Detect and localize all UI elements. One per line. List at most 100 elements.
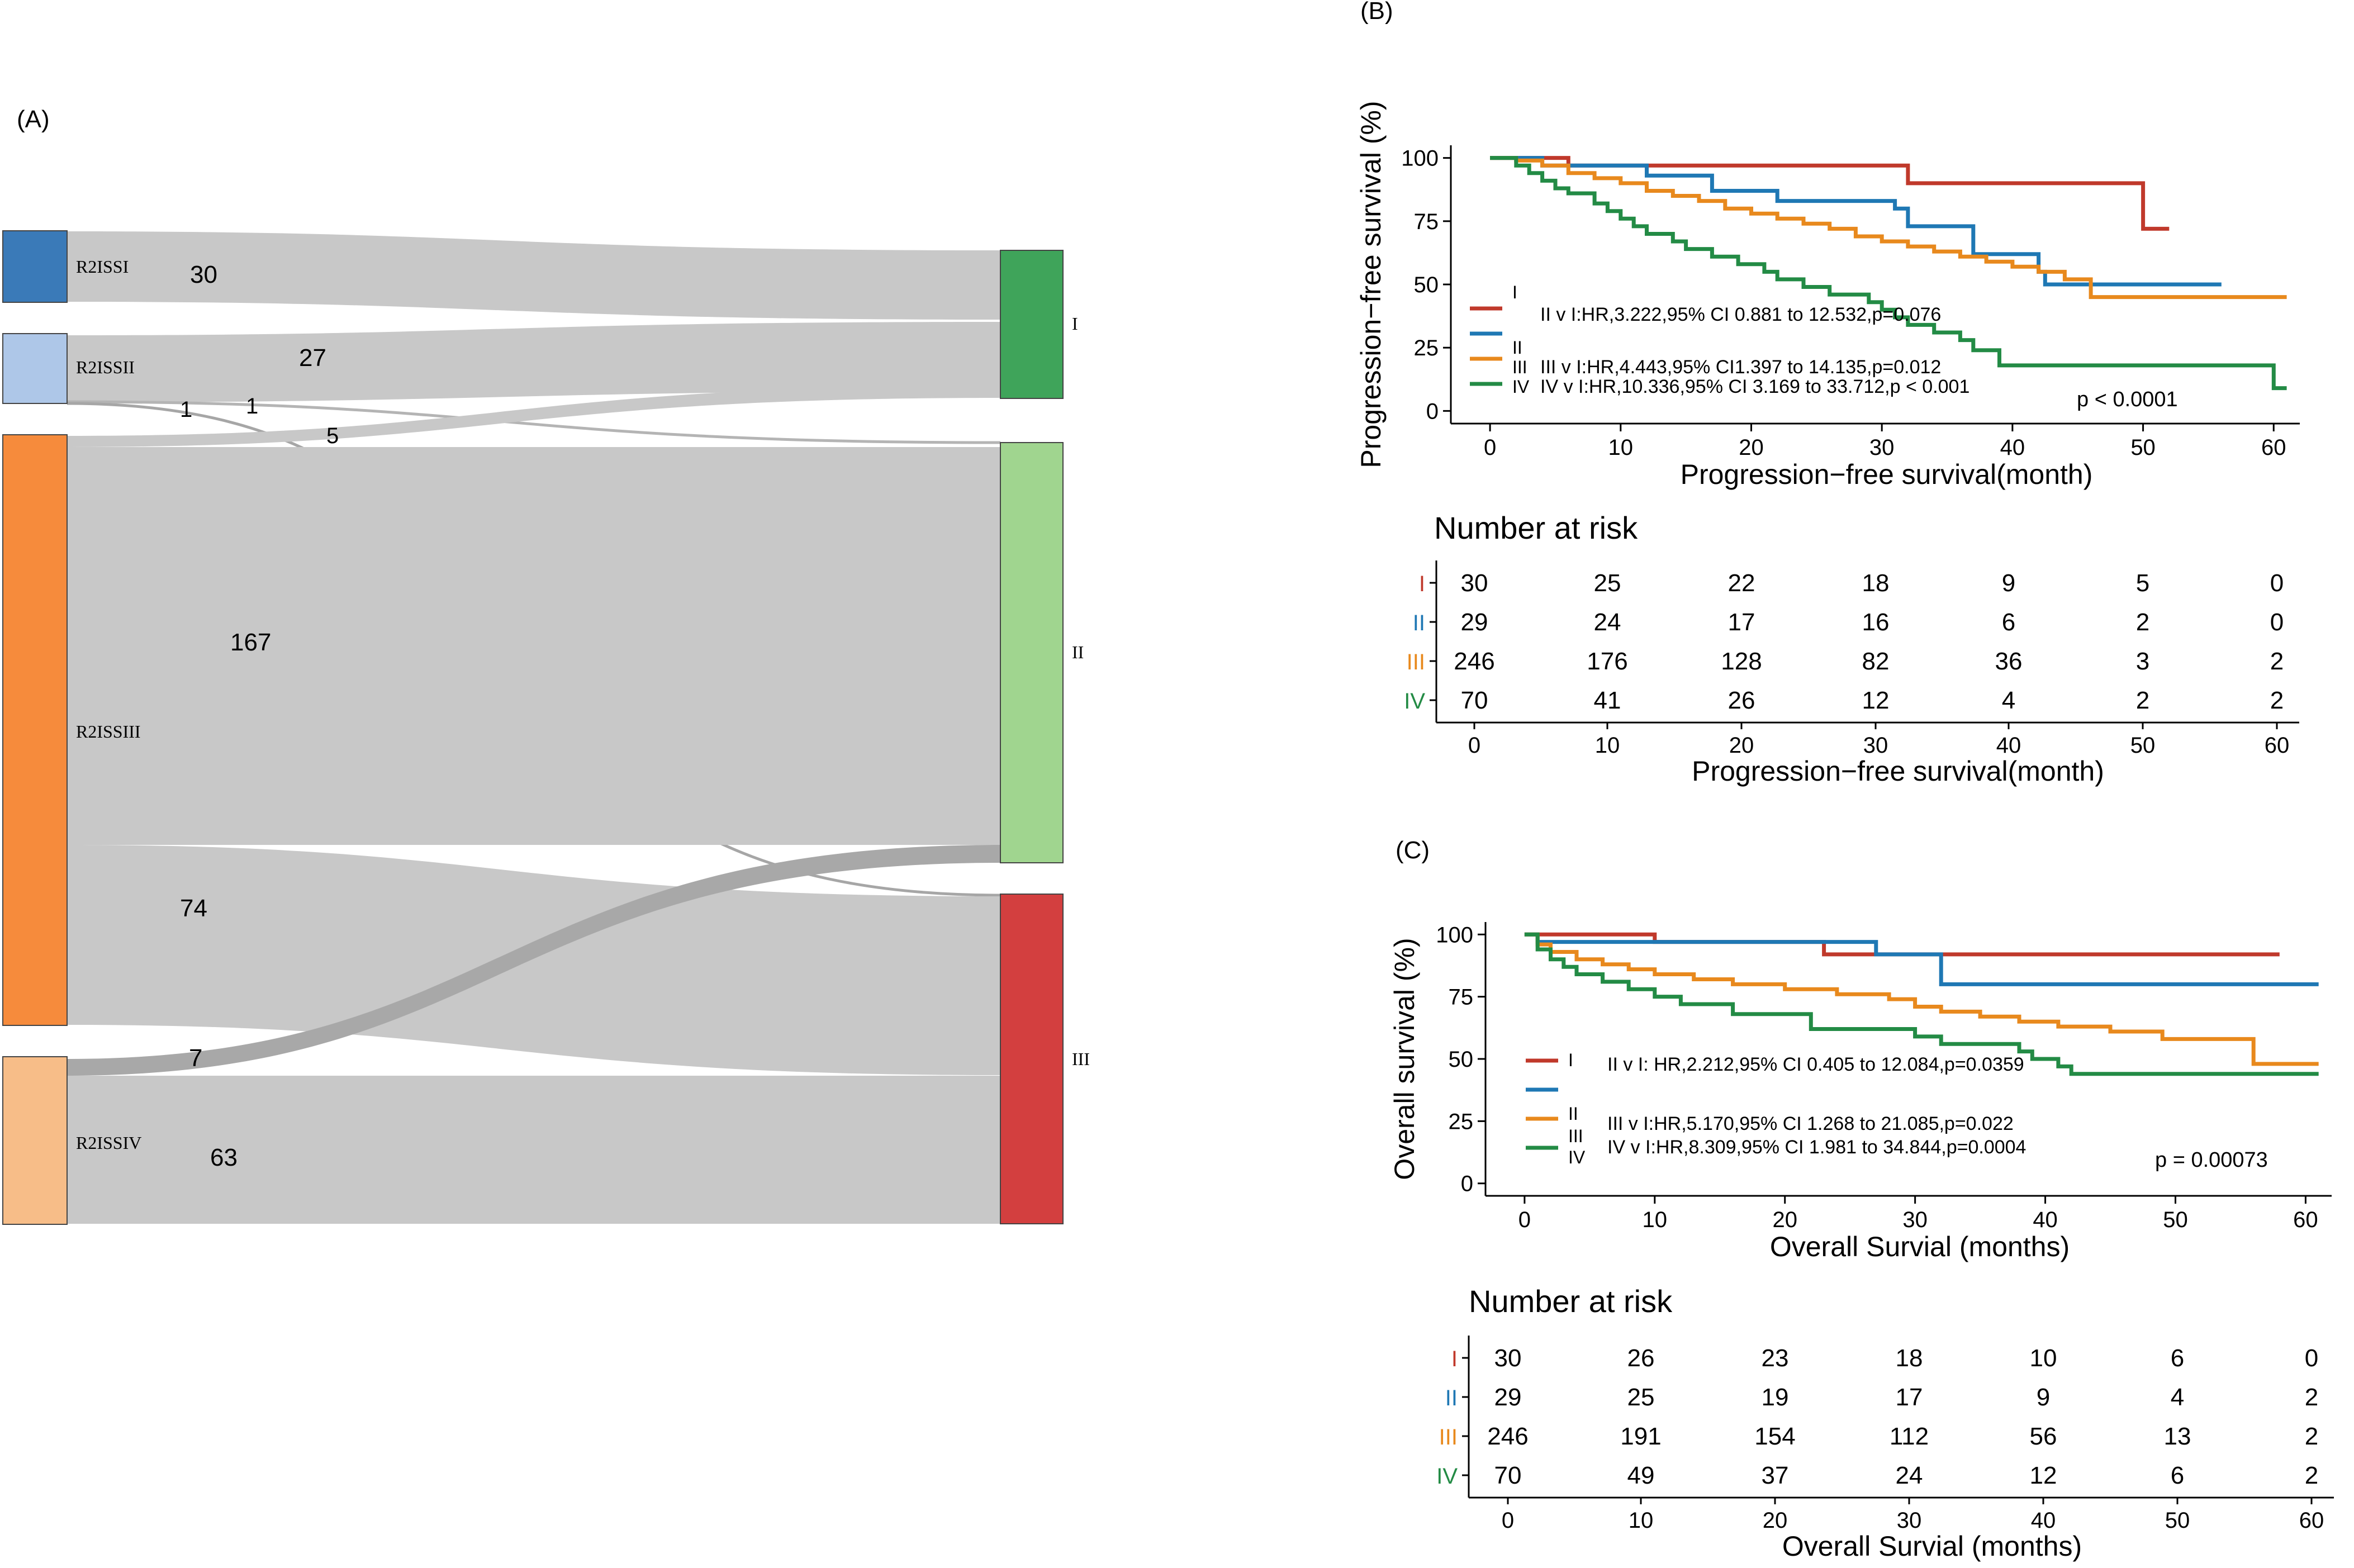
legend-key-i: I (1568, 1050, 1573, 1070)
flow-label-issiv-ii: 7 (189, 1044, 202, 1072)
flow-issiv-to-iii (67, 1076, 1000, 1224)
flow-issiii-to-ii (67, 447, 1000, 845)
legend-key-i: I (1512, 282, 1517, 302)
risk-x-tick-label: 40 (2031, 1508, 2056, 1533)
y-axis-title: Progression−free survival (%) (1355, 101, 1387, 468)
risk-x-tick-label: 0 (1502, 1508, 1514, 1533)
node-target-iii (1000, 894, 1064, 1224)
risk-cell: 6 (2002, 609, 2015, 636)
legend-key-ii: II (1512, 338, 1522, 358)
node-label-target-ii: II (1072, 642, 1084, 662)
km-plot-os: 0 25 50 75 100 0 10 20 30 40 50 60 Overall Survial (… (1389, 922, 2332, 1262)
risk-cell: 36 (1995, 648, 2023, 675)
risk-row-label-iii: III (1407, 650, 1425, 674)
risk-cell: 30 (1494, 1344, 1522, 1372)
y-tick-label: 25 (1449, 1109, 1474, 1134)
risk-cell: 49 (1627, 1462, 1655, 1489)
flow-label-issii-iii: 1 (246, 394, 258, 419)
risk-cell: 12 (2030, 1462, 2057, 1489)
legend-text-i: II v I:HR,3.222,95% CI 0.881 to 12.532,p… (1540, 304, 1941, 325)
legend-key-iv: IV (1512, 377, 1530, 397)
risk-cell: 17 (1728, 609, 1755, 636)
panel-label-a: (A) (17, 106, 50, 133)
node-r2issii (2, 333, 68, 404)
x-tick-label: 50 (2163, 1208, 2188, 1232)
risk-cell: 22 (1728, 569, 1755, 597)
km-curve-i (1490, 156, 2170, 231)
y-tick-label: 0 (1426, 399, 1439, 424)
risk-x-axis-title: Progression−free survival(month) (1692, 756, 2104, 787)
risk-cell: 17 (1896, 1384, 1923, 1411)
x-tick-label: 10 (1608, 435, 1634, 460)
risk-table-title: Number at risk (1434, 510, 1638, 545)
x-tick-label: 50 (2130, 435, 2156, 460)
km-curve-iii (1524, 932, 2319, 1066)
legend-text-iii: III v I:HR,5.170,95% CI 1.268 to 21.085,… (1607, 1113, 2014, 1134)
risk-table-title: Number at risk (1469, 1284, 1673, 1319)
panel-a: (A) R2ISSI R2ISSII R2ISSIII R2ISSIV I II (2, 106, 1090, 1225)
risk-x-tick-label: 30 (1863, 733, 1888, 758)
risk-cell: 23 (1762, 1344, 1789, 1372)
risk-x-tick-label: 50 (2165, 1508, 2190, 1533)
y-tick-label: 100 (1401, 146, 1439, 171)
node-target-ii (1000, 442, 1064, 863)
risk-cell: 2 (2270, 687, 2284, 714)
risk-cell: 29 (1461, 609, 1488, 636)
node-r2issiv (2, 1056, 68, 1225)
risk-cell: 18 (1896, 1344, 1923, 1372)
flow-issi-to-i (67, 231, 1000, 320)
km-curve-iv (1490, 156, 2287, 391)
risk-x-tick-label: 50 (2130, 733, 2156, 758)
x-tick-label: 20 (1739, 435, 1764, 460)
x-tick-label: 10 (1643, 1208, 1668, 1232)
risk-cell: 154 (1754, 1423, 1795, 1450)
risk-cell: 25 (1594, 569, 1621, 597)
legend-text-iii: III v I:HR,4.443,95% CI1.397 to 14.135,p… (1540, 357, 1941, 378)
panel-b: (B) 0 25 50 75 100 0 10 20 30 40 50 60 Progression−f… (1355, 0, 2300, 787)
legend-key-iii: III (1568, 1126, 1583, 1146)
legend-key-iv: IV (1568, 1147, 1586, 1167)
risk-x-tick-label: 60 (2299, 1508, 2324, 1533)
legend-key-ii: II (1568, 1104, 1578, 1124)
risk-x-tick-label: 40 (1996, 733, 2021, 758)
risk-cell: 112 (1890, 1423, 1929, 1450)
y-axis-title: Overall survival (%) (1389, 938, 1420, 1180)
flow-issiii-to-i (67, 386, 1000, 447)
y-tick-label: 75 (1414, 210, 1439, 234)
risk-cell: 29 (1494, 1384, 1522, 1411)
risk-cell: 41 (1594, 687, 1621, 714)
risk-cell: 25 (1627, 1384, 1655, 1411)
risk-cell: 10 (2030, 1344, 2057, 1372)
node-label-r2issiii: R2ISSIII (76, 721, 141, 742)
risk-row-label-iv: IV (1436, 1464, 1458, 1489)
risk-cell: 2 (2305, 1384, 2318, 1411)
risk-cell: 26 (1627, 1344, 1655, 1372)
risk-cell: 16 (1862, 609, 1890, 636)
legend-text-iv: IV v I:HR,8.309,95% CI 1.981 to 34.844,p… (1607, 1137, 2026, 1158)
p-value: p < 0.0001 (2077, 388, 2178, 411)
risk-cell: 0 (2305, 1344, 2318, 1372)
node-r2issi (2, 230, 68, 303)
node-label-target-i: I (1072, 313, 1078, 334)
risk-cell: 12 (1862, 687, 1890, 714)
legend-text-iv: IV v I:HR,10.336,95% CI 3.169 to 33.712,… (1540, 376, 1969, 397)
flow-label-issiii-iii: 74 (180, 895, 207, 922)
x-axis-title: Progression−free survival(month) (1681, 459, 2093, 490)
y-tick-label: 0 (1461, 1172, 1473, 1196)
x-tick-label: 60 (2261, 435, 2286, 460)
node-label-target-iii: III (1072, 1049, 1090, 1069)
x-axis-title: Overall Survial (months) (1770, 1231, 2070, 1262)
flow-label-issii-i: 27 (299, 344, 326, 372)
risk-cell: 37 (1762, 1462, 1789, 1489)
risk-cell: 70 (1494, 1462, 1522, 1489)
risk-cell: 128 (1721, 648, 1762, 675)
risk-x-tick-label: 0 (1468, 733, 1480, 758)
risk-cell: 24 (1896, 1462, 1923, 1489)
risk-cell: 6 (2171, 1462, 2184, 1489)
flow-label-issi-i: 30 (190, 261, 217, 288)
risk-row-label-iv: IV (1404, 689, 1425, 714)
risk-x-tick-label: 20 (1729, 733, 1754, 758)
p-value: p = 0.00073 (2155, 1148, 2268, 1172)
panel-label-b: (B) (1360, 0, 1393, 25)
